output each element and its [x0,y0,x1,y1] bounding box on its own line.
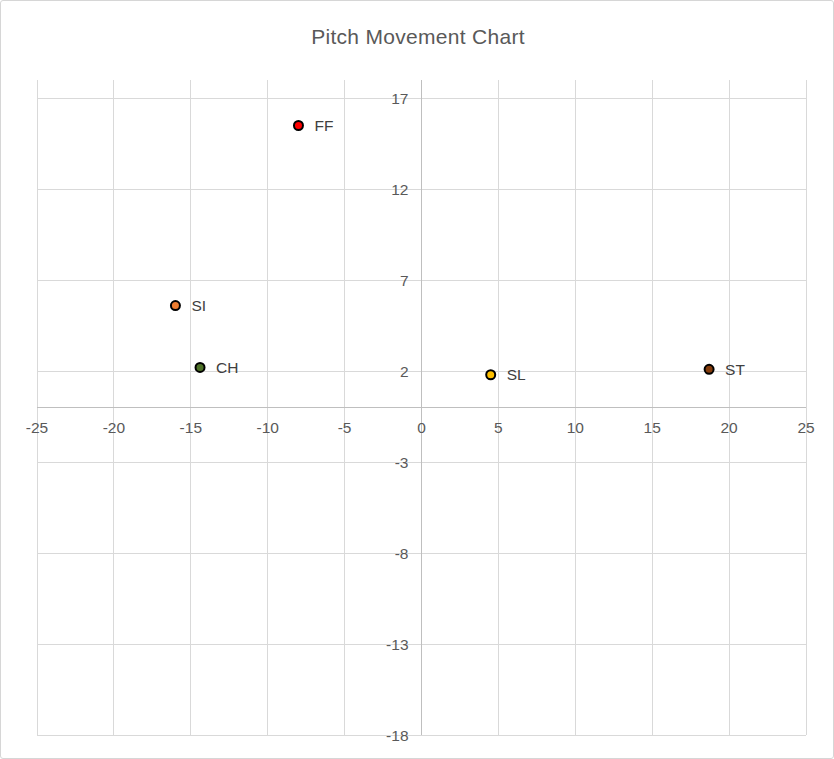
x-tick-label: 25 [797,419,814,436]
x-tick-label: 10 [567,419,585,436]
scatter-plot[interactable]: -25 -20 -15 -10 -5 0 5 10 15 20 25 17 12 7 2 -3 -8 -13 -18… [1,1,834,759]
x-tick-label: -25 [26,419,48,436]
point-label-SL: SL [507,366,526,383]
data-point-ST[interactable] [705,365,714,374]
y-tick-label: 17 [391,90,408,107]
point-label-ST: ST [725,361,745,378]
y-tick-label: -18 [386,727,408,744]
data-point-SI[interactable] [171,301,180,310]
y-tick-label: -13 [386,636,408,653]
x-tick-label: 20 [720,419,738,436]
x-tick-label: 15 [644,419,661,436]
point-label-CH: CH [216,359,238,376]
chart-title: Pitch Movement Chart [1,25,834,49]
y-tick-label: 12 [391,181,408,198]
x-tick-label: 5 [494,419,503,436]
y-tick-label: 2 [400,363,409,380]
data-point-FF[interactable] [294,121,303,130]
point-label-SI: SI [191,297,206,314]
x-tick-label: -10 [256,419,279,436]
point-label-FF: FF [314,117,333,134]
y-tick-label: -8 [395,545,409,562]
data-point-CH[interactable] [196,363,205,372]
y-tick-label: 7 [400,272,409,289]
data-point-SL[interactable] [486,370,495,379]
x-tick-label: -20 [103,419,126,436]
y-tick-label: -3 [395,454,409,471]
x-tick-label: -15 [180,419,202,436]
x-tick-label: -5 [338,419,352,436]
x-tick-label: 0 [417,419,426,436]
chart-frame: -25 -20 -15 -10 -5 0 5 10 15 20 25 17 12 7 2 -3 -8 -13 -18… [0,0,834,759]
